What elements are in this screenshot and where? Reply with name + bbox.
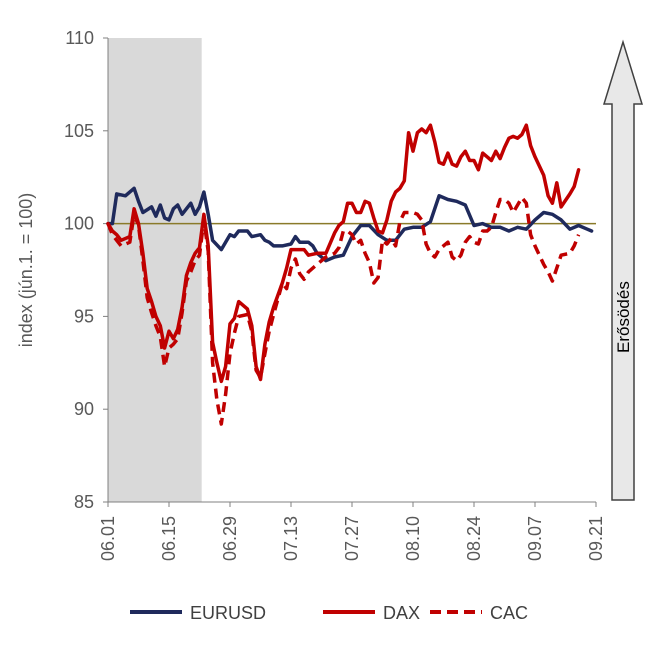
strengthening-arrow: Erősödés	[602, 39, 644, 501]
legend-label-dax: DAX	[383, 603, 420, 623]
y-tick-label: 90	[74, 399, 94, 419]
x-tick-label: 06.01	[98, 516, 118, 561]
legend-label-eurusd: EURUSD	[190, 603, 266, 623]
arrow-label: Erősödés	[614, 281, 633, 353]
x-tick-label: 06.29	[220, 516, 240, 561]
shaded-region	[108, 38, 202, 502]
legend: EURUSD DAX CAC	[130, 603, 528, 623]
shaded-period	[108, 38, 202, 502]
series-line-eurusd	[106, 186, 594, 263]
y-axis-title: index (jún.1. = 100)	[16, 193, 36, 348]
series-line-dax	[106, 123, 581, 384]
x-tick-label: 06.15	[159, 516, 179, 561]
x-tick-label: 08.10	[403, 516, 423, 561]
x-tick-label: 09.07	[525, 516, 545, 561]
x-tick-label: 09.21	[586, 516, 606, 561]
x-tick-label: 07.27	[342, 516, 362, 561]
y-tick-label: 110	[65, 28, 94, 48]
y-tick-label: 100	[64, 214, 94, 234]
x-tick-label: 08.24	[464, 516, 484, 561]
y-tick-label: 85	[74, 492, 94, 512]
y-tick-label: 105	[64, 121, 94, 141]
series-line-cac	[106, 195, 581, 426]
series-lines	[106, 123, 594, 426]
legend-label-cac: CAC	[490, 603, 528, 623]
x-tick-label: 07.13	[281, 516, 301, 561]
y-tick-label: 95	[74, 306, 94, 326]
up-arrow-icon	[602, 39, 644, 501]
axes: 85 90 95 100 105 110 06.01 06.15 06.29 07.13 07.27…	[64, 28, 606, 561]
